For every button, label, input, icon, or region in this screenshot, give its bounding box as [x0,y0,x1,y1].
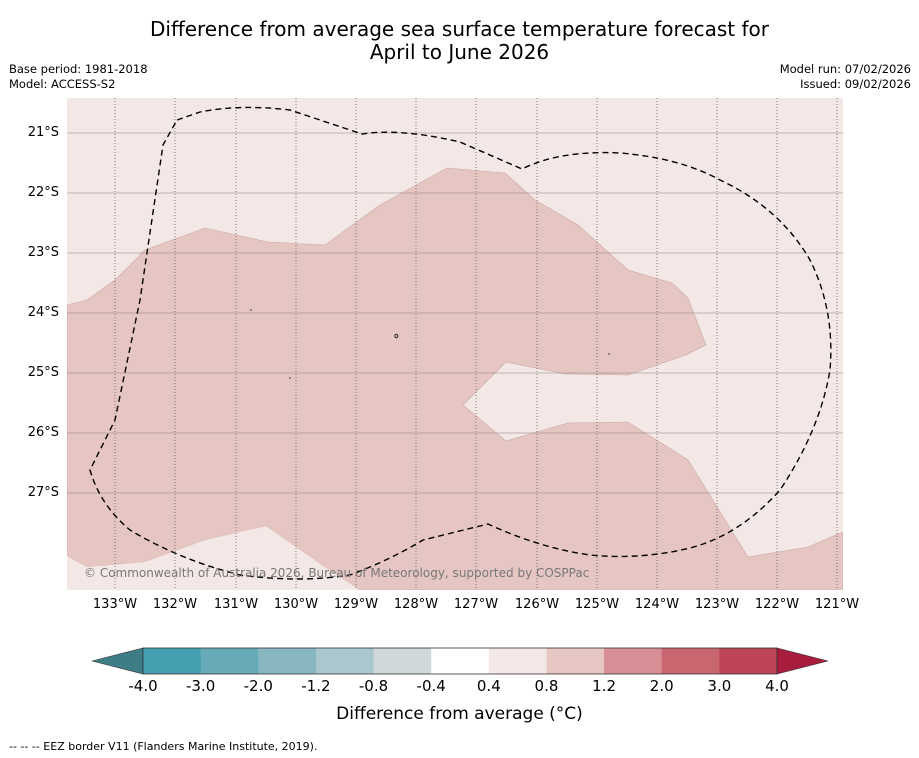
lon-label: 124°W [634,597,680,612]
chart-title: Difference from average sea surface temp… [0,18,919,64]
island-marker-4 [608,353,610,355]
model-run: Model run: 07/02/2026 [779,62,911,76]
colorbar-frame [142,647,778,675]
colorbar-extend-max [776,647,829,675]
colorbar-bin [488,648,547,674]
title-line-2: April to June 2026 [369,40,550,64]
island-marker-1 [394,333,399,339]
lon-label: 129°W [333,597,379,612]
lon-label: 125°W [574,597,620,612]
gridlines [67,98,843,590]
colorbar-bin [719,648,778,674]
colorbar-bin [546,648,605,674]
colorbar-tick: -2.0 [243,677,273,695]
colorbar-bin [661,648,720,674]
lat-label: 27°S [27,485,59,500]
island-marker-3 [289,377,291,379]
colorbar-bin [143,648,202,674]
eez-legend-footer: -- -- -- EEZ border V11 (Flanders Marine… [9,740,318,753]
lon-label: 122°W [754,597,800,612]
lon-label: 121°W [814,597,860,612]
colorbar-tick: 0.8 [534,677,559,695]
colorbar-tick: 0.4 [476,677,501,695]
meta-left: Base period: 1981-2018 Model: ACCESS-S2 [9,62,148,92]
island-marker-2 [250,309,252,311]
colorbar-bin [431,648,490,674]
colorbar-label: Difference from average (°C) [336,704,583,724]
lat-label: 25°S [27,365,59,380]
anomaly-region-lower-light [67,526,360,590]
lon-label: 128°W [393,597,439,612]
colorbar-tick: 3.0 [707,677,732,695]
lat-label: 24°S [27,305,59,320]
colorbar-tick: -4.0 [128,677,158,695]
colorbar-extend-min [91,647,144,675]
lat-label: 26°S [27,425,59,440]
lon-label: 131°W [213,597,259,612]
colorbar-bin [200,648,259,674]
colorbar-bin [373,648,432,674]
colorbar-tick: 1.2 [592,677,617,695]
colorbar [91,647,829,675]
model-name: Model: ACCESS-S2 [9,77,116,91]
colorbar-bin [258,648,317,674]
lon-label: 123°W [694,597,740,612]
lat-label: 23°S [27,245,59,260]
base-period: Base period: 1981-2018 [9,62,148,76]
lon-label: 127°W [453,597,499,612]
colorbar-bin [315,648,375,674]
lon-label: 130°W [273,597,319,612]
colorbar-tick: 4.0 [765,677,789,695]
eez-border [89,106,832,580]
issued-date: Issued: 09/02/2026 [800,77,911,91]
lat-label: 22°S [27,185,59,200]
lon-label: 133°W [92,597,138,612]
title-line-1: Difference from average sea surface temp… [149,17,769,41]
colorbar-bin [604,648,663,674]
lat-label: 21°S [27,125,59,140]
copyright-text: © Commonwealth of Australia 2026, Bureau… [84,566,589,580]
meta-right: Model run: 07/02/2026 Issued: 09/02/2026 [780,62,911,92]
colorbar-tick: -0.8 [358,677,389,695]
colorbar-tick: -3.0 [185,677,216,695]
lon-label: 126°W [514,597,560,612]
colorbar-tick: -1.2 [301,677,331,695]
colorbar-tick: 2.0 [649,677,674,695]
lon-label: 132°W [152,597,198,612]
colorbar-tick: -0.4 [416,677,446,695]
